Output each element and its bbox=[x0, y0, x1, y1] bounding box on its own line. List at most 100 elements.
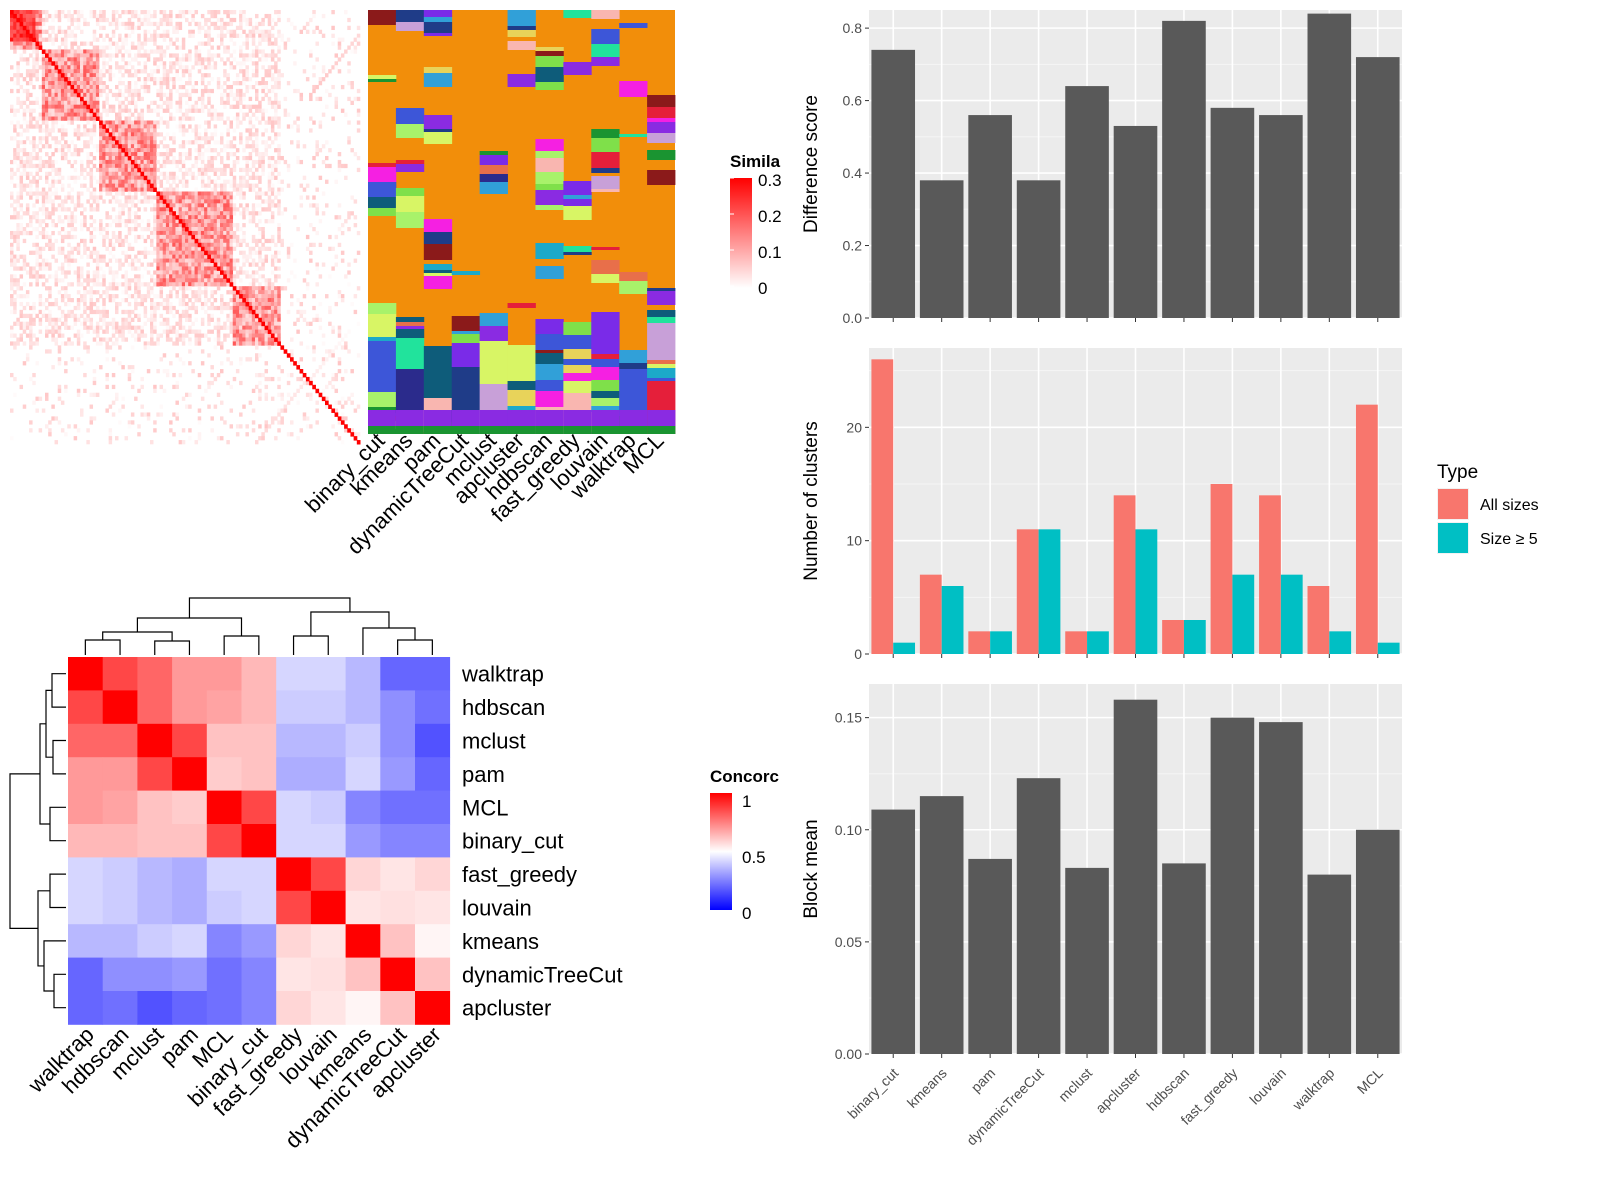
similarity-cell bbox=[137, 215, 141, 220]
similarity-cell bbox=[216, 195, 221, 200]
similarity-cell bbox=[277, 230, 281, 236]
similarity-cell bbox=[331, 84, 335, 90]
similarity-cell bbox=[57, 167, 62, 173]
similarity-cell bbox=[270, 282, 275, 287]
similarity-cell bbox=[270, 321, 275, 326]
similarity-cell bbox=[38, 10, 43, 15]
similarity-cell bbox=[188, 250, 192, 255]
similarity-cell bbox=[337, 290, 342, 295]
similarity-cell bbox=[261, 132, 265, 137]
similarity-cell bbox=[204, 191, 208, 196]
similarity-cell bbox=[235, 61, 240, 66]
similarity-cell bbox=[89, 191, 94, 196]
similarity-cell bbox=[251, 104, 256, 109]
similarity-cell bbox=[188, 21, 192, 27]
similarity-cell bbox=[111, 41, 116, 46]
similarity-cell bbox=[165, 159, 170, 165]
similarity-cell bbox=[178, 321, 183, 326]
similarity-cell bbox=[305, 392, 310, 397]
similarity-cell bbox=[226, 238, 230, 244]
similarity-cell bbox=[124, 61, 129, 66]
similarity-cell bbox=[185, 294, 189, 299]
similarity-cell bbox=[83, 112, 87, 117]
similarity-cell bbox=[337, 69, 342, 74]
similarity-cell bbox=[188, 69, 192, 74]
similarity-cell bbox=[140, 183, 144, 188]
similarity-cell bbox=[115, 325, 119, 330]
similarity-cell bbox=[115, 183, 119, 188]
similarity-cell bbox=[70, 88, 74, 94]
similarity-cell bbox=[127, 179, 132, 184]
similarity-cell bbox=[169, 175, 173, 180]
similarity-cell bbox=[118, 100, 122, 105]
similarity-cell bbox=[89, 203, 94, 208]
similarity-cell bbox=[188, 325, 192, 330]
similarity-cell bbox=[41, 274, 46, 279]
similarity-cell bbox=[188, 155, 192, 161]
similarity-cell bbox=[67, 294, 71, 299]
similarity-cell bbox=[200, 175, 205, 180]
similarity-cell bbox=[210, 317, 214, 322]
similarity-cell bbox=[188, 223, 192, 228]
similarity-cell bbox=[200, 215, 205, 220]
similarity-cell bbox=[25, 96, 30, 102]
similarity-cell bbox=[175, 278, 179, 283]
similarity-cell bbox=[54, 124, 59, 129]
similarity-cell bbox=[270, 187, 275, 192]
similarity-cell bbox=[264, 29, 269, 34]
similarity-cell bbox=[95, 45, 100, 50]
similarity-cell bbox=[204, 262, 208, 267]
similarity-cell bbox=[102, 258, 106, 263]
similarity-cell bbox=[315, 57, 319, 62]
similarity-cell bbox=[134, 148, 138, 153]
similarity-cell bbox=[121, 396, 125, 401]
similarity-cell bbox=[261, 199, 265, 204]
similarity-cell bbox=[32, 73, 36, 78]
similarity-cell bbox=[178, 242, 183, 248]
similarity-cell bbox=[220, 187, 224, 192]
similarity-cell bbox=[92, 290, 97, 295]
similarity-cell bbox=[22, 266, 27, 271]
similarity-cell bbox=[270, 41, 275, 46]
similarity-cell bbox=[315, 25, 319, 31]
similarity-cell bbox=[197, 203, 202, 208]
similarity-cell bbox=[57, 116, 62, 121]
similarity-cell bbox=[121, 120, 125, 125]
similarity-cell bbox=[130, 345, 135, 350]
similarity-cell bbox=[213, 321, 218, 326]
similarity-cell bbox=[83, 238, 87, 244]
similarity-cell bbox=[162, 33, 167, 38]
similarity-cell bbox=[248, 155, 253, 161]
similarity-cell bbox=[280, 238, 284, 244]
similarity-cell bbox=[242, 57, 246, 62]
similarity-cell bbox=[235, 333, 240, 338]
similarity-cell bbox=[296, 388, 300, 394]
similarity-cell bbox=[108, 88, 113, 94]
similarity-cell bbox=[130, 112, 135, 117]
similarity-cell bbox=[175, 53, 179, 58]
similarity-cell bbox=[242, 254, 246, 259]
similarity-cell bbox=[19, 384, 24, 390]
similarity-cell bbox=[318, 124, 323, 129]
similarity-cell bbox=[229, 270, 234, 275]
similarity-cell bbox=[105, 155, 109, 161]
similarity-cell bbox=[315, 266, 319, 271]
similarity-cell bbox=[312, 372, 316, 378]
similarity-cell bbox=[140, 412, 144, 417]
similarity-cell bbox=[223, 333, 227, 338]
similarity-cell bbox=[255, 73, 259, 78]
similarity-cell bbox=[162, 388, 167, 394]
similarity-cell bbox=[347, 45, 351, 50]
similarity-cell bbox=[29, 21, 33, 27]
similarity-cell bbox=[235, 337, 240, 342]
similarity-cell bbox=[347, 81, 351, 86]
similarity-cell bbox=[95, 92, 100, 98]
similarity-cell bbox=[130, 25, 135, 31]
similarity-cell bbox=[143, 207, 148, 212]
similarity-cell bbox=[251, 29, 256, 34]
similarity-cell bbox=[32, 69, 36, 74]
similarity-cell bbox=[261, 246, 265, 251]
similarity-cell bbox=[274, 37, 278, 42]
similarity-cell bbox=[64, 49, 68, 54]
similarity-cell bbox=[73, 49, 78, 54]
